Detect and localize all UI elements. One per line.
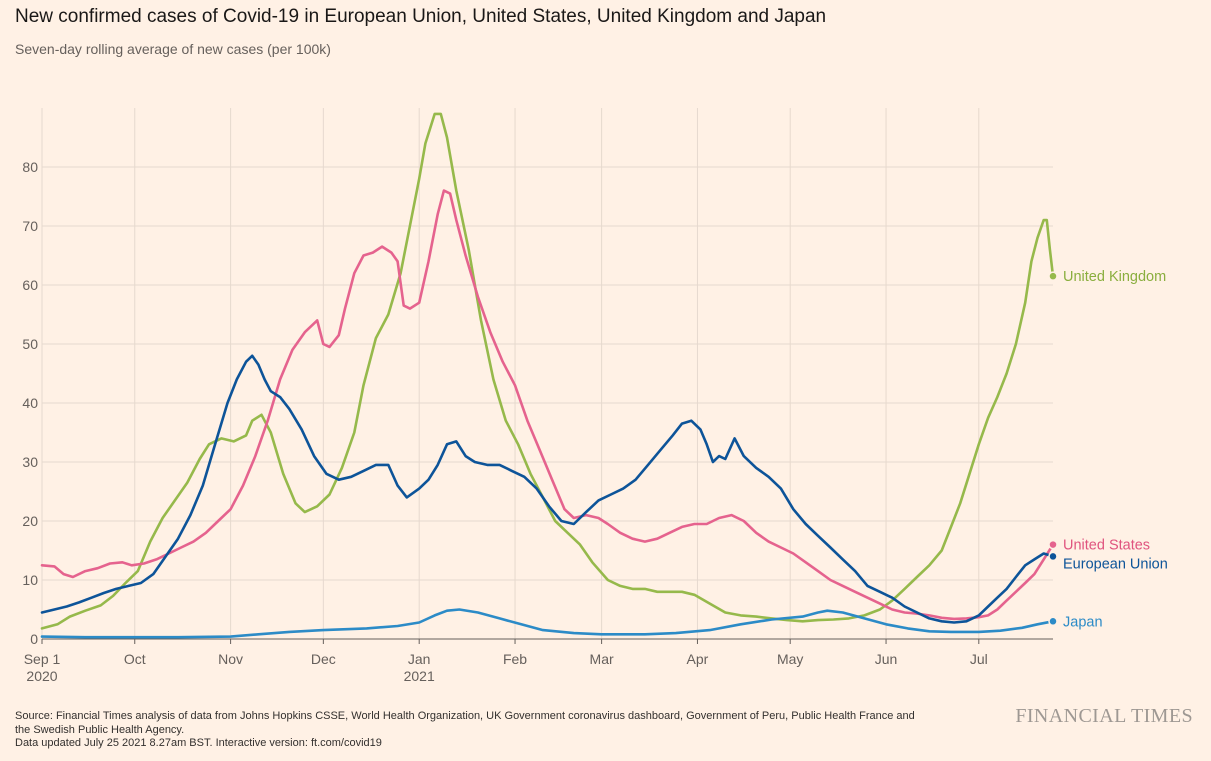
x-tick-label: Dec [311,651,336,667]
y-tick-label: 50 [22,336,38,352]
x-tick-label: Feb [503,651,527,667]
y-tick-label: 60 [22,277,38,293]
series-line-united-kingdom [40,112,1055,630]
source-line-3: Data updated July 25 2021 8.27am BST. In… [15,737,382,749]
x-tick-year-label: 2021 [404,668,435,684]
series-line-united-states [40,189,1055,621]
source-line-2: the Swedish Public Health Agency. [15,723,185,736]
x-tick-label: Mar [590,651,614,667]
series-line-japan [40,608,1055,639]
series-label-european-union: European Union [1063,557,1168,573]
end-marker-united-kingdom [1048,271,1058,281]
x-tick-label: May [777,651,803,667]
x-tick-label: Oct [124,651,146,667]
y-tick-label: 40 [22,395,38,411]
end-marker-united-states [1048,539,1058,550]
series-line-european-union [40,354,1055,624]
x-tick-year-label: 2020 [26,668,57,684]
financial-times-logo: FINANCIAL TIMES [1015,705,1193,727]
y-tick-label: 20 [22,513,38,529]
y-tick-label: 30 [22,454,38,470]
y-tick-label: 70 [22,218,38,234]
series-end-labels: United Kingdom United States European Unio… [1048,269,1168,630]
x-tick-label: Sep 1 [24,651,61,667]
y-axis-tick-labels: 0 10 20 30 40 50 60 70 80 [22,159,38,647]
x-tick-label: Apr [687,651,709,667]
series-label-japan: Japan [1063,614,1103,630]
source-line-1: Source: Financial Times analysis of data… [15,710,915,722]
end-marker-japan [1048,616,1058,627]
series-label-united-states: United States [1063,538,1150,554]
x-tick-label: Nov [218,651,243,667]
x-tick-label: Jan [408,651,431,667]
chart-title: New confirmed cases of Covid-19 in Europ… [15,6,827,27]
end-marker-european-union [1048,551,1058,562]
source-note: Source: Financial Times analysis of data… [15,710,1000,751]
y-tick-label: 10 [22,572,38,588]
chart-subtitle: Seven-day rolling average of new cases (… [15,41,331,57]
series-label-united-kingdom: United Kingdom [1063,269,1166,285]
x-tick-label: Jul [970,651,988,667]
gridlines [41,108,1053,644]
x-tick-label: Jun [875,651,898,667]
y-tick-label: 0 [30,631,38,647]
y-tick-label: 80 [22,159,38,175]
series-lines [40,112,1055,639]
